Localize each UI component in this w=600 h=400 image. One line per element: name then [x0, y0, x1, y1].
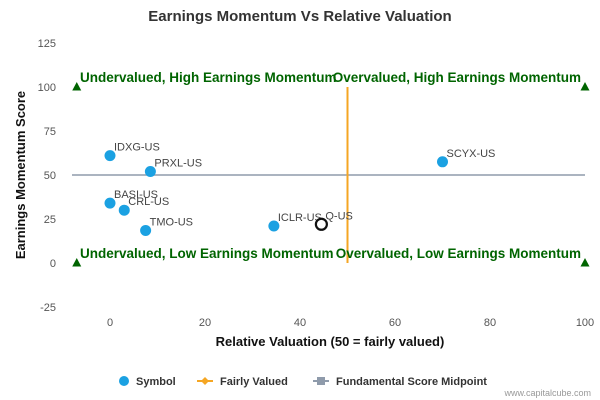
- x-tick-label: 20: [199, 317, 211, 329]
- x-tick-label: 60: [389, 317, 401, 329]
- data-point: [118, 204, 130, 216]
- data-point-label: ICLR-US: [278, 212, 322, 224]
- quadrant-label: Undervalued, Low Earnings Momentum: [80, 246, 334, 261]
- corner-marker: [580, 258, 590, 267]
- x-axis-title: Relative Valuation (50 = fairly valued): [216, 334, 445, 349]
- x-tick-label: 0: [107, 317, 113, 329]
- y-tick-label: 125: [38, 38, 56, 50]
- data-point-label: IDXG-US: [114, 142, 160, 154]
- data-point-label: TMO-US: [150, 216, 193, 228]
- legend-fairly-valued-label: Fairly Valued: [220, 376, 288, 388]
- legend-midpoint-label: Fundamental Score Midpoint: [336, 376, 487, 388]
- x-tick-label: 100: [576, 317, 594, 329]
- y-tick-label: 25: [44, 214, 56, 226]
- plot-area: 125 100 75 50 25 0 -25 0 20 40 60 80 100 Undervalued,…: [38, 38, 595, 329]
- quadrant-label: Undervalued, High Earnings Momentum: [80, 70, 337, 85]
- y-tick-label: -25: [40, 302, 56, 314]
- y-axis-title: Earnings Momentum Score: [13, 91, 28, 259]
- data-point-label: SCYX-US: [447, 148, 496, 160]
- quadrant-label: Overvalued, High Earnings Momentum: [333, 70, 581, 85]
- corner-marker: [580, 82, 590, 91]
- y-tick-label: 0: [50, 258, 56, 270]
- data-point-label: PRXL-US: [154, 157, 202, 169]
- x-tick-label: 40: [294, 317, 306, 329]
- legend-midpoint-marker: [317, 377, 325, 385]
- data-point-label: CRL-US: [128, 196, 169, 208]
- quadrant-label: Overvalued, Low Earnings Momentum: [336, 246, 581, 261]
- data-point: [437, 156, 448, 168]
- chart-legend: Symbol Fairly Valued Fundamental Score M…: [119, 376, 487, 388]
- corner-marker: [72, 258, 82, 267]
- x-tick-label: 80: [484, 317, 496, 329]
- y-tick-label: 50: [44, 170, 56, 182]
- corner-marker: [72, 82, 82, 91]
- chart-title: Earnings Momentum Vs Relative Valuation: [148, 8, 451, 25]
- data-point: [144, 165, 156, 177]
- data-point: [104, 150, 116, 162]
- credit-text: www.capitalcube.com: [503, 388, 591, 398]
- legend-symbol-label: Symbol: [136, 376, 176, 388]
- data-point: [268, 220, 280, 232]
- data-point-label: BASI-US: [114, 189, 158, 201]
- y-tick-label: 75: [44, 126, 56, 138]
- data-point: [104, 197, 116, 209]
- data-point: [140, 224, 152, 236]
- highlight-point: [314, 217, 328, 231]
- legend-fairly-valued-marker: [201, 377, 209, 385]
- highlight-point-label: Q-US: [325, 210, 353, 222]
- y-tick-label: 100: [38, 82, 56, 94]
- legend-symbol-marker: [119, 376, 129, 386]
